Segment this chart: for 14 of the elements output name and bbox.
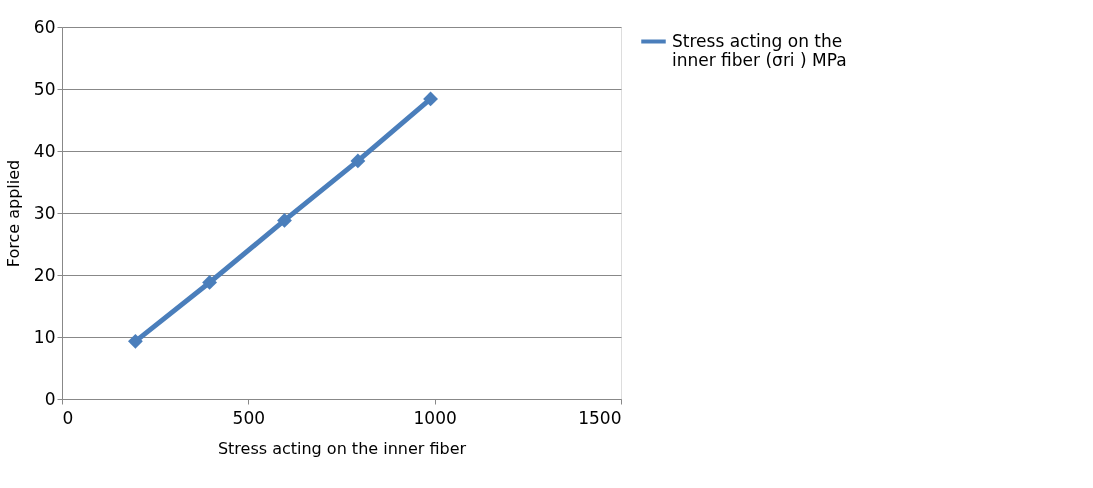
x-tick-label: 500 <box>232 407 266 428</box>
y-axis-title: Force applied <box>3 159 23 268</box>
x-axis-title: Stress acting on the inner fiber <box>217 438 467 458</box>
y-tick-label: 0 <box>44 388 56 409</box>
y-tick-label: 40 <box>33 140 56 161</box>
x-tick-label: 1500 <box>578 407 622 428</box>
y-tick-label: 20 <box>33 264 56 285</box>
y-tick-label: 30 <box>33 202 56 223</box>
y-tick-label: 10 <box>33 326 56 347</box>
y-tick-label: 60 <box>33 16 56 37</box>
x-tick-label: 0 <box>62 407 74 428</box>
x-tick-label: 1000 <box>413 407 457 428</box>
y-tick-label: 50 <box>33 78 56 99</box>
legend-label: Stress acting on the inner fiber (σri ) MPa <box>672 30 847 70</box>
